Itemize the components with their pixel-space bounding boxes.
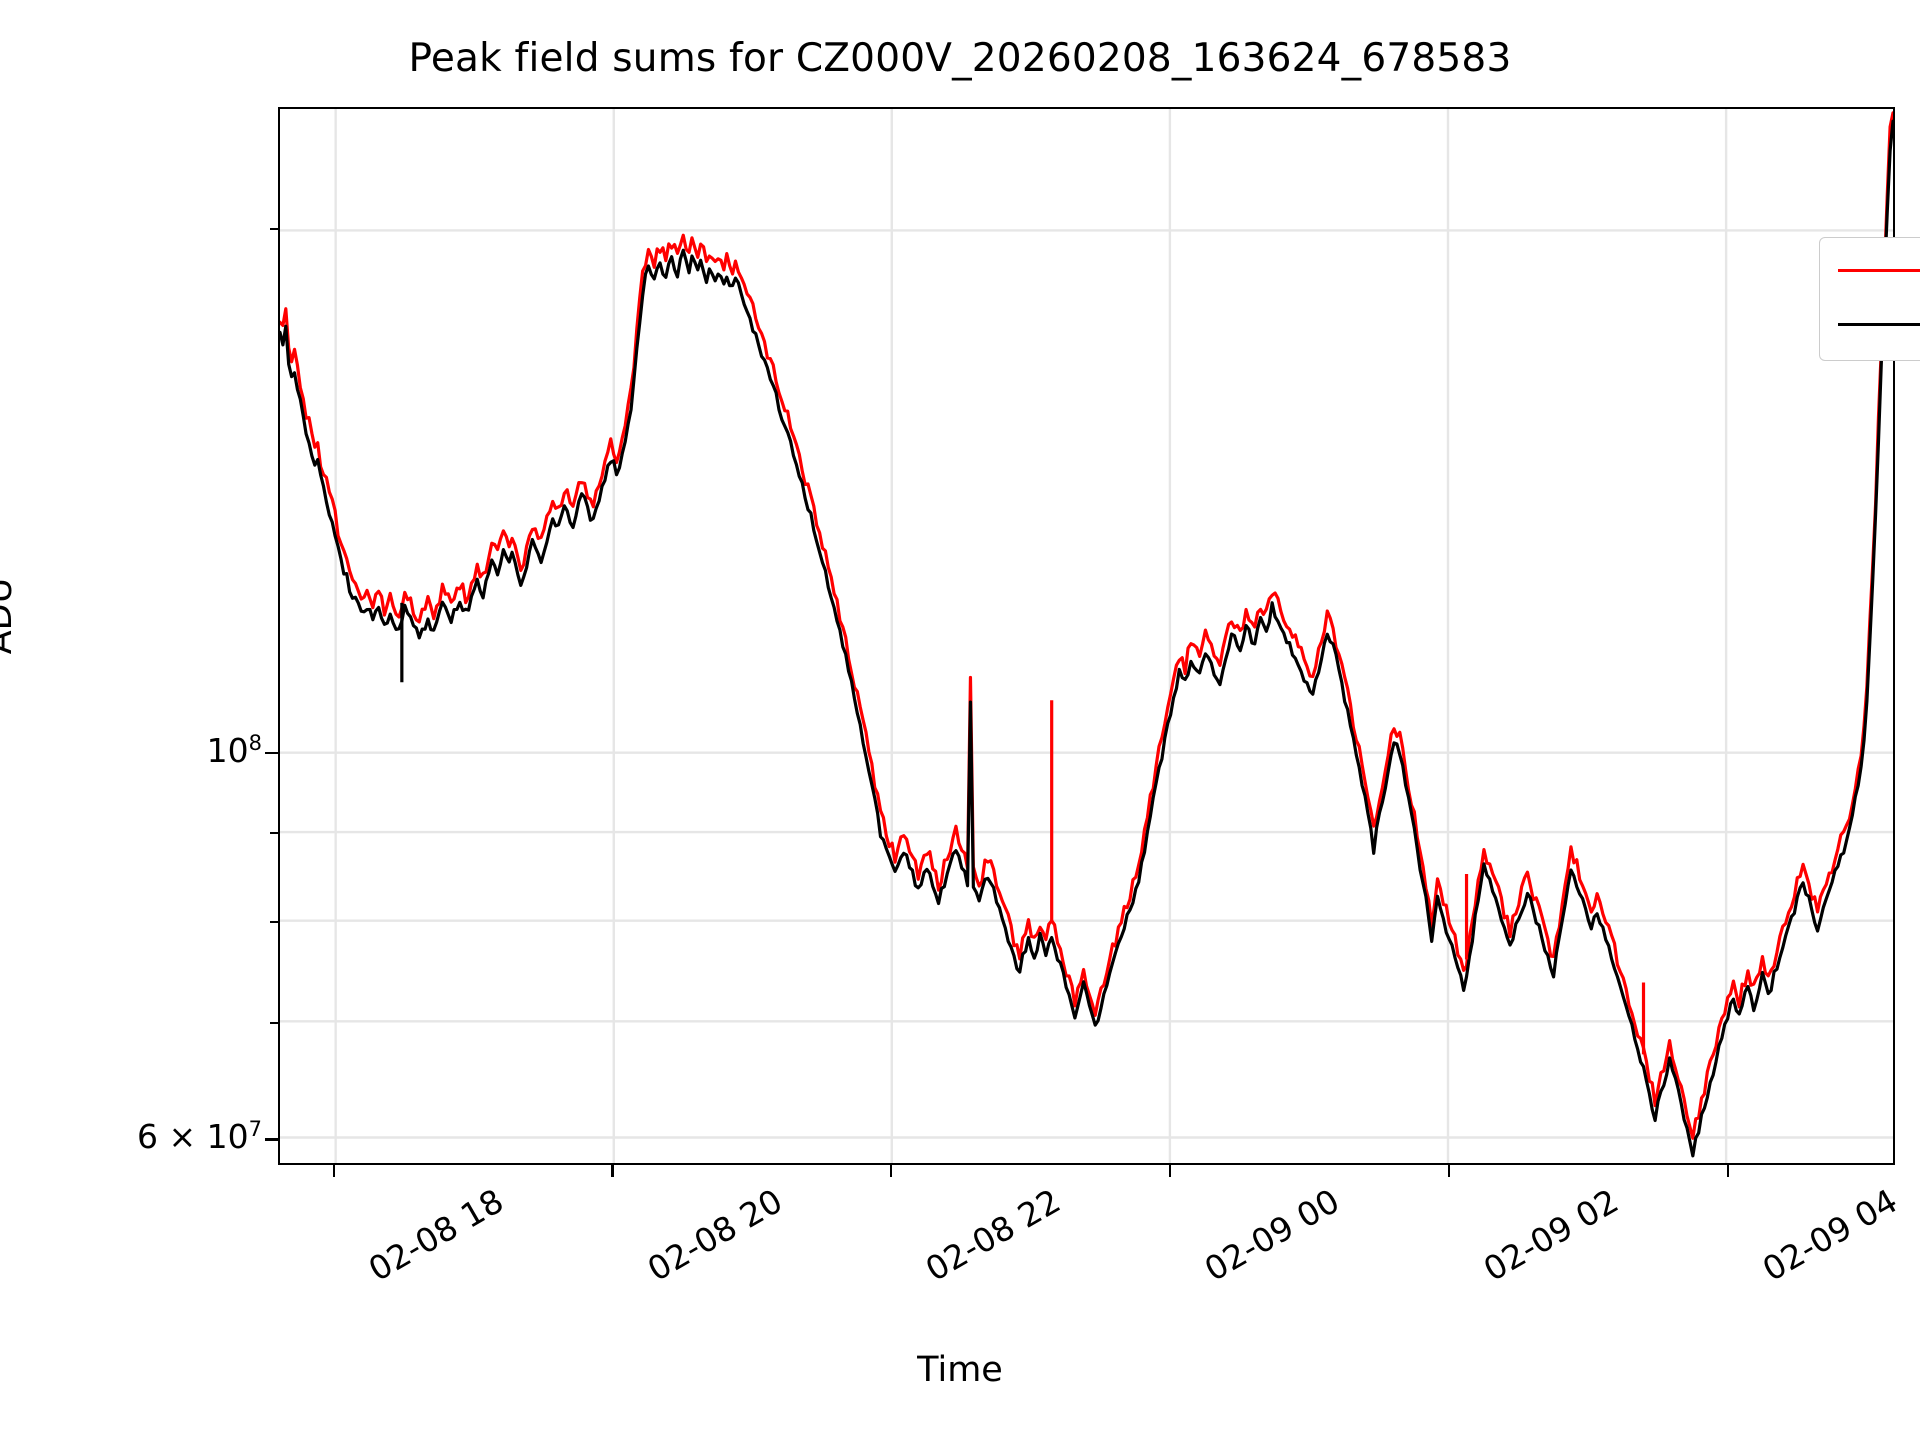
x-tick-label: 02-09 04 <box>1755 1181 1904 1289</box>
x-tick-mark <box>611 1165 614 1177</box>
y-minor-tick-mark <box>270 1021 278 1025</box>
y-tick-label: 6 × 107 <box>137 1117 262 1157</box>
x-tick-label: 02-08 20 <box>640 1181 789 1289</box>
x-tick-mark <box>1726 1165 1729 1177</box>
x-tick-label: 02-09 00 <box>1197 1181 1346 1289</box>
legend-row-peak: Peak <box>1820 246 1920 294</box>
x-axis-label: Time <box>917 1350 1003 1390</box>
data-traces <box>280 111 1893 1158</box>
y-tick-mark <box>265 1138 278 1141</box>
legend[interactable]: Peak Average <box>1819 237 1920 361</box>
y-minor-tick-mark <box>270 831 278 835</box>
x-tick-mark <box>890 1165 893 1177</box>
x-tick-label: 02-08 22 <box>919 1181 1068 1289</box>
plot-area: Peak Average <box>278 107 1920 1165</box>
y-minor-tick-mark <box>270 227 278 231</box>
y-tick-label: 108 <box>206 731 262 771</box>
x-tick-label: 02-09 02 <box>1476 1181 1625 1289</box>
x-tick-mark <box>1447 1165 1451 1177</box>
legend-swatch-peak <box>1838 269 1920 273</box>
trace-peak <box>280 111 1893 1140</box>
legend-swatch-average <box>1838 323 1920 327</box>
legend-row-average: Average <box>1820 300 1920 348</box>
trace-average <box>280 119 1893 1158</box>
y-minor-tick-mark <box>270 920 278 924</box>
x-tick-mark <box>1168 1165 1172 1177</box>
chart-title: Peak field sums for CZ000V_20260208_1636… <box>408 36 1512 81</box>
x-tick-mark <box>332 1165 335 1177</box>
y-tick-mark <box>265 751 278 755</box>
gridlines <box>280 109 1893 1163</box>
x-tick-label: 02-08 18 <box>361 1181 510 1289</box>
